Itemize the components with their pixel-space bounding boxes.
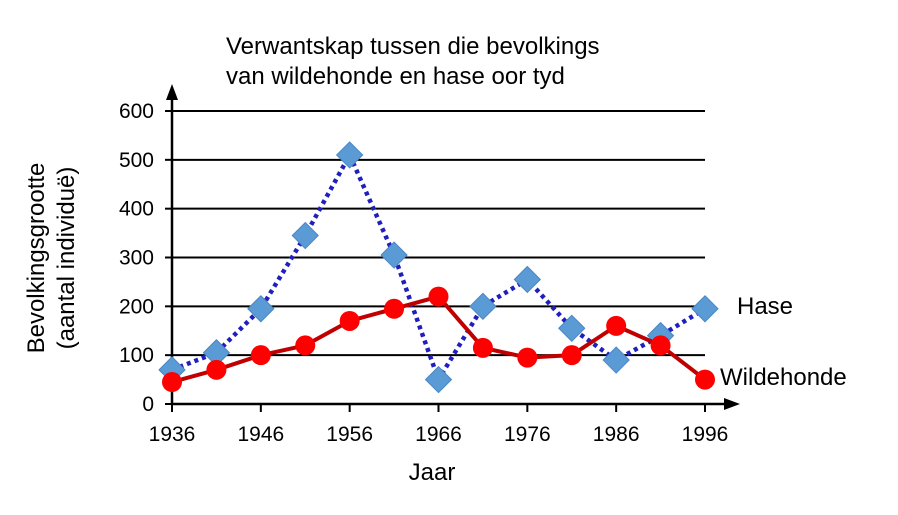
legend-entry-hase: Hase: [737, 293, 793, 320]
data-point-hase-1951: [291, 221, 319, 250]
chart-title-line-2: van wildehonde en hase oor tyd: [226, 63, 565, 90]
y-tick-label-200: 200: [119, 295, 154, 318]
y-tick-label-100: 100: [119, 344, 154, 367]
data-point-hase-1961: [380, 241, 408, 269]
data-point-wildehonde-1991: [650, 335, 671, 356]
x-axis-arrow: [724, 398, 740, 410]
data-point-hase-1971: [469, 292, 497, 321]
data-point-hase-1981: [558, 314, 586, 343]
data-point-hase-1956: [335, 141, 364, 169]
data-point-hase-1986: [602, 346, 630, 374]
y-axis-label-line-1: Bevolkingsgrootte: [23, 163, 50, 354]
x-tick-label-1996: 1996: [682, 423, 729, 446]
data-point-wildehonde-1951: [295, 335, 316, 356]
data-point-wildehonde-1956: [339, 310, 360, 331]
x-axis-label: Jaar: [409, 459, 456, 486]
y-axis-arrow: [166, 84, 178, 100]
y-tick-label-600: 600: [119, 100, 154, 123]
x-tick-label-1936: 1936: [149, 423, 196, 446]
data-point-wildehonde-1936: [162, 372, 182, 393]
chart-title: Verwantskap tussen die bevolkings van wi…: [226, 33, 600, 90]
x-axis-ticks: 1936 1946 1956 1966 1976 1986 1996: [149, 404, 729, 446]
data-point-wildehonde-1966: [428, 286, 449, 307]
data-point-wildehonde-1981: [561, 345, 582, 366]
data-point-wildehonde-1996: [695, 369, 715, 390]
legend: Hase Wildehonde: [720, 293, 847, 391]
data-point-wildehonde-1976: [517, 347, 538, 368]
data-point-wildehonde-1946: [250, 345, 271, 366]
x-tick-label-1986: 1986: [593, 423, 640, 446]
data-point-wildehonde-1961: [384, 298, 405, 319]
y-axis-label-line-2: (aantal individuë): [53, 167, 80, 350]
x-tick-label-1966: 1966: [415, 423, 462, 446]
y-tick-label-500: 500: [119, 149, 154, 172]
data-point-hase-1996: [691, 295, 719, 323]
y-axis-label: Bevolkingsgrootte (aantal individuë): [23, 163, 80, 354]
data-point-hase-1946: [247, 295, 275, 323]
chart-title-line-1: Verwantskap tussen die bevolkings: [226, 33, 600, 60]
y-tick-label-0: 0: [142, 393, 154, 416]
x-tick-label-1956: 1956: [326, 423, 373, 446]
series-line-hase: [171, 152, 707, 382]
data-point-wildehonde-1941: [206, 359, 227, 380]
x-tick-label-1976: 1976: [504, 423, 551, 446]
series-group: [158, 141, 719, 394]
x-tick-label-1946: 1946: [237, 423, 284, 446]
data-point-hase-1966: [424, 365, 453, 394]
y-tick-label-400: 400: [119, 198, 154, 221]
legend-entry-wildehonde: Wildehonde: [720, 364, 847, 391]
data-point-hase-1976: [513, 265, 542, 294]
axes: [166, 84, 740, 410]
data-point-wildehonde-1971: [472, 337, 493, 358]
y-tick-label-300: 300: [119, 247, 154, 270]
y-axis-ticks: 0 100 200 300 400 500 600: [119, 100, 172, 416]
data-point-wildehonde-1986: [606, 315, 627, 336]
